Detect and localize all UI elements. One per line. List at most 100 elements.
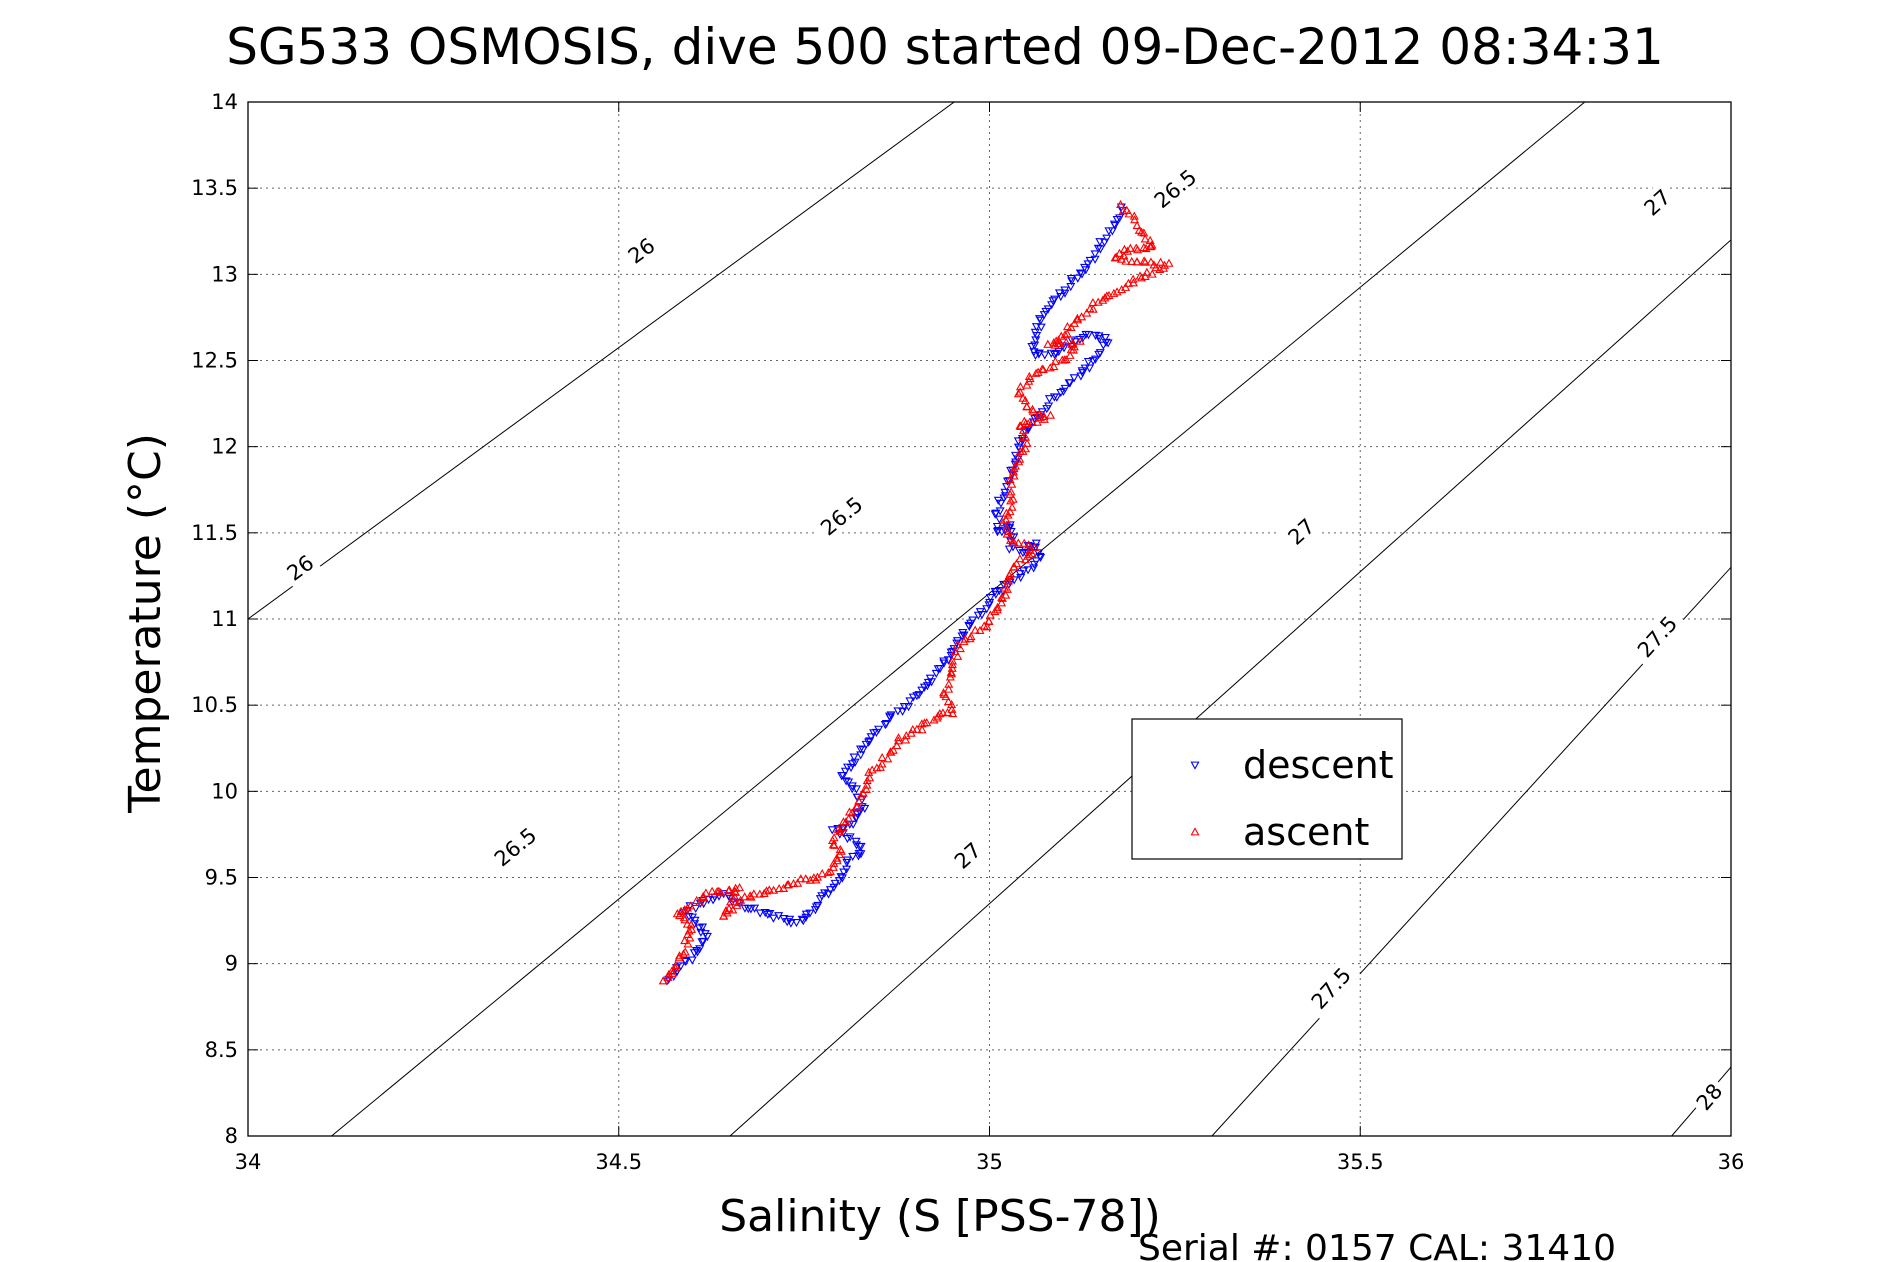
ascent-point: [1075, 336, 1085, 345]
descent-point: [740, 904, 750, 913]
descent-point: [782, 918, 792, 927]
contour-line-27: [729, 239, 1731, 1136]
ascent-point: [1062, 321, 1073, 331]
y-axis-label: Temperature (°C): [120, 433, 171, 814]
ascent-point: [856, 791, 866, 800]
descent-point: [1093, 244, 1103, 253]
ascent-point: [1061, 337, 1071, 346]
serial-cal-footer: Serial #: 0157 CAL: 31410: [1138, 1228, 1616, 1262]
ascent-point: [893, 733, 904, 742]
ascent-point: [1037, 364, 1047, 373]
descent-point: [931, 669, 941, 679]
descent-point: [827, 826, 837, 835]
ascent-point: [1129, 211, 1139, 220]
descent-point: [1064, 379, 1074, 388]
descent-point: [856, 751, 866, 760]
descent-point: [1036, 323, 1046, 332]
ascent-point: [683, 939, 693, 948]
legend-label-ascent: ascent: [1243, 810, 1369, 854]
ascent-point: [671, 960, 681, 969]
descent-point: [1069, 374, 1079, 383]
descent-point: [815, 895, 825, 904]
descent-point: [939, 657, 949, 666]
ascent-point: [789, 878, 799, 888]
descent-point: [996, 499, 1006, 508]
y-tick-label: 11: [211, 607, 238, 631]
y-tick-label: 10.5: [191, 693, 238, 717]
descent-point: [1078, 334, 1088, 343]
ascent-point: [835, 850, 845, 859]
ascent-point: [955, 643, 965, 653]
ascent-point: [678, 949, 688, 958]
ascent-point: [759, 888, 769, 897]
descent-point: [885, 714, 895, 723]
ascent-point: [912, 724, 922, 733]
ascent-point: [730, 892, 740, 901]
ascent-point: [1069, 318, 1079, 327]
contour-label: 28: [1692, 1079, 1728, 1115]
descent-point: [1098, 341, 1108, 350]
descent-point: [1059, 344, 1069, 353]
ascent-point: [1009, 537, 1019, 546]
ascent-point: [1135, 271, 1145, 280]
descent-point: [1066, 274, 1076, 284]
x-tick-label: 36: [1718, 1150, 1745, 1174]
descent-point: [702, 932, 712, 942]
contour-label-bg: [483, 817, 547, 876]
descent-point: [922, 682, 932, 691]
descent-point: [1067, 277, 1077, 286]
descent-point: [1094, 332, 1104, 341]
ascent-point: [984, 616, 994, 626]
contour-label: 26: [283, 551, 319, 586]
descent-point: [1073, 274, 1083, 283]
ascent-point: [1009, 471, 1019, 480]
y-tick-label: 9.5: [205, 866, 238, 890]
descent-point: [905, 697, 915, 706]
descent-point: [1100, 238, 1110, 247]
ascent-point: [1132, 220, 1142, 230]
descent-point: [1094, 350, 1104, 359]
y-tick-label: 8: [225, 1124, 238, 1148]
ascent-point: [829, 858, 839, 867]
descent-point: [914, 691, 924, 700]
ascent-point: [829, 840, 839, 849]
ascent-point: [1013, 538, 1023, 547]
contour-label-group: 26.5: [809, 486, 873, 545]
descent-point: [1076, 372, 1086, 381]
ascent-point: [1072, 313, 1082, 322]
ascent-point: [885, 747, 896, 756]
descent-point: [933, 665, 943, 674]
ascent-point: [1009, 562, 1019, 571]
ascent-point: [832, 856, 842, 865]
ascent-point: [1145, 242, 1155, 251]
descent-point: [1048, 297, 1058, 306]
ascent-point: [745, 891, 755, 900]
descent-point: [851, 814, 861, 823]
ascent-point: [782, 880, 792, 889]
ascent-point: [1098, 295, 1108, 304]
gridlines: [248, 102, 1731, 1136]
ascent-point: [1114, 248, 1125, 257]
ascent-point: [950, 647, 960, 656]
descent-point: [1110, 222, 1120, 231]
ascent-point: [947, 656, 958, 665]
contour-label-group: 26.5: [483, 817, 547, 876]
descent-point: [959, 631, 969, 640]
ascent-point: [1013, 389, 1023, 398]
descent-point: [1002, 477, 1013, 486]
ascent-point: [811, 875, 821, 884]
descent-point: [697, 923, 708, 932]
legend-marker-descent: [1190, 761, 1200, 770]
contour-label: 26: [624, 233, 660, 268]
ascent-point: [1056, 331, 1066, 340]
ascent-point: [1004, 576, 1014, 585]
descent-point: [1095, 245, 1105, 254]
descent-point: [853, 852, 863, 861]
descent-point: [946, 652, 956, 661]
descent-point: [1036, 316, 1046, 325]
ascent-point: [1125, 243, 1135, 252]
ascent-point: [917, 725, 927, 734]
series-ascent: [658, 199, 1174, 985]
descent-point: [990, 510, 1000, 519]
